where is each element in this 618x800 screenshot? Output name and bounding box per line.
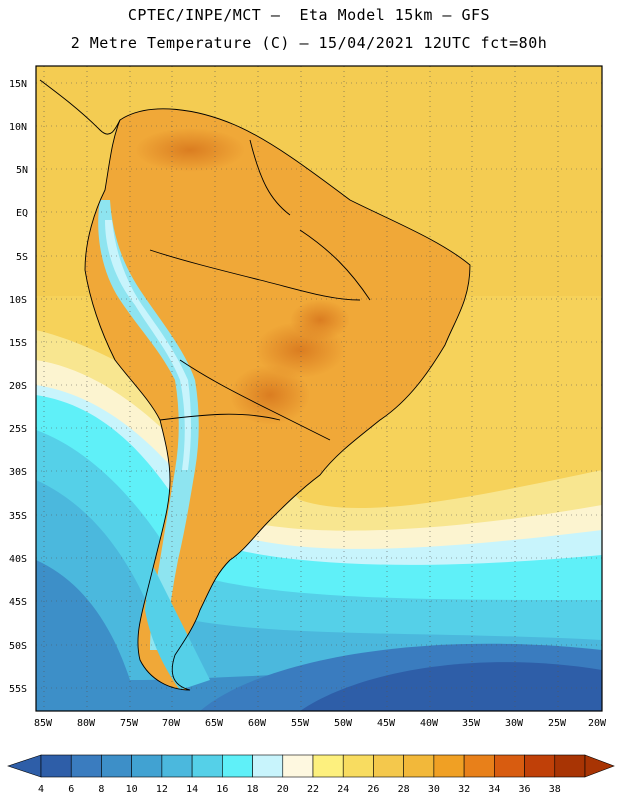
legend-tick-label: 26 (367, 784, 379, 795)
legend-tick-label: 12 (156, 784, 168, 795)
lat-label: 50S (9, 641, 27, 652)
lat-label: 30S (9, 467, 27, 478)
legend-tick-label: 36 (519, 784, 531, 795)
lat-label: EQ (16, 208, 28, 219)
legend-swatch (433, 754, 465, 778)
legend-tick-label: 16 (216, 784, 228, 795)
lon-label: 35W (462, 718, 481, 729)
legend-swatch (161, 754, 193, 778)
coastline (39, 79, 471, 691)
legend-swatch (70, 754, 102, 778)
legend-tick-label: 6 (68, 784, 74, 795)
legend-swatch (403, 754, 435, 778)
legend-tick-label: 28 (398, 784, 410, 795)
legend-swatch (554, 754, 586, 778)
lat-label: 15N (9, 79, 27, 90)
lat-label: 45S (9, 597, 27, 608)
legend-tick-label: 34 (488, 784, 500, 795)
map-title: CPTEC/INPE/MCT – Eta Model 15km – GFS (127, 6, 491, 24)
longitude-labels: 85W 80W 75W 70W 65W 60W 55W 50W 45W 40W … (34, 718, 607, 729)
legend-tick-label: 24 (337, 784, 349, 795)
lon-label: 75W (120, 718, 139, 729)
legend-swatch (494, 754, 525, 778)
lon-label: 40W (420, 718, 439, 729)
legend-swatch (191, 754, 223, 778)
lat-label: 40S (9, 554, 27, 565)
lat-label: 5N (16, 165, 28, 176)
legend-arrow-high (584, 754, 615, 778)
lon-label: 70W (162, 718, 181, 729)
legend-tick-label: 30 (428, 784, 440, 795)
legend-swatch (252, 754, 284, 778)
legend-tick-label: 32 (458, 784, 470, 795)
legend-tick-label: 18 (247, 784, 259, 795)
legend-swatch (373, 754, 404, 778)
lat-label: 35S (9, 511, 27, 522)
legend-swatch (463, 754, 495, 778)
legend-tick-label: 10 (126, 784, 138, 795)
lat-label: 55S (9, 684, 27, 695)
lon-label: 85W (34, 718, 53, 729)
lon-label: 45W (377, 718, 396, 729)
map-subtitle: 2 Metre Temperature (C) – 15/04/2021 12U… (70, 34, 548, 52)
lat-label: 20S (9, 381, 27, 392)
map-field (36, 66, 602, 711)
legend-swatch (40, 754, 72, 778)
legend-arrow-low (7, 754, 42, 778)
lat-label: 10S (9, 295, 27, 306)
legend-swatch (101, 754, 132, 778)
lon-label: 30W (505, 718, 524, 729)
map-frame (35, 65, 603, 712)
legend-swatch (312, 754, 344, 778)
legend-tick-label: 38 (549, 784, 561, 795)
legend-tick-label: 14 (186, 784, 198, 795)
legend-tick-label: 4 (38, 784, 44, 795)
latitude-labels: 15N 10N 5N EQ 5S 10S 15S 20S 25S 30S 35S… (9, 79, 28, 695)
lat-label: 25S (9, 424, 27, 435)
legend-tick-label: 22 (307, 784, 319, 795)
lon-label: 65W (205, 718, 224, 729)
lon-label: 60W (248, 718, 267, 729)
lon-label: 55W (291, 718, 310, 729)
lon-label: 20W (588, 718, 607, 729)
legend-swatch (222, 754, 253, 778)
lon-label: 25W (548, 718, 567, 729)
legend-swatch (342, 754, 374, 778)
lon-label: 50W (334, 718, 353, 729)
lat-label: 15S (9, 338, 27, 349)
legend-swatch (131, 754, 163, 778)
lat-label: 10N (9, 122, 27, 133)
legend-swatch (524, 754, 556, 778)
legend-swatch (282, 754, 314, 778)
lon-label: 80W (77, 718, 96, 729)
lat-label: 5S (16, 252, 28, 263)
legend-tick-label: 8 (98, 784, 104, 795)
color-legend: 4 6 8 10 12 14 16 18 20 22 24 26 28 30 32 34 36 38 (7, 754, 615, 795)
legend-tick-label: 20 (277, 784, 289, 795)
